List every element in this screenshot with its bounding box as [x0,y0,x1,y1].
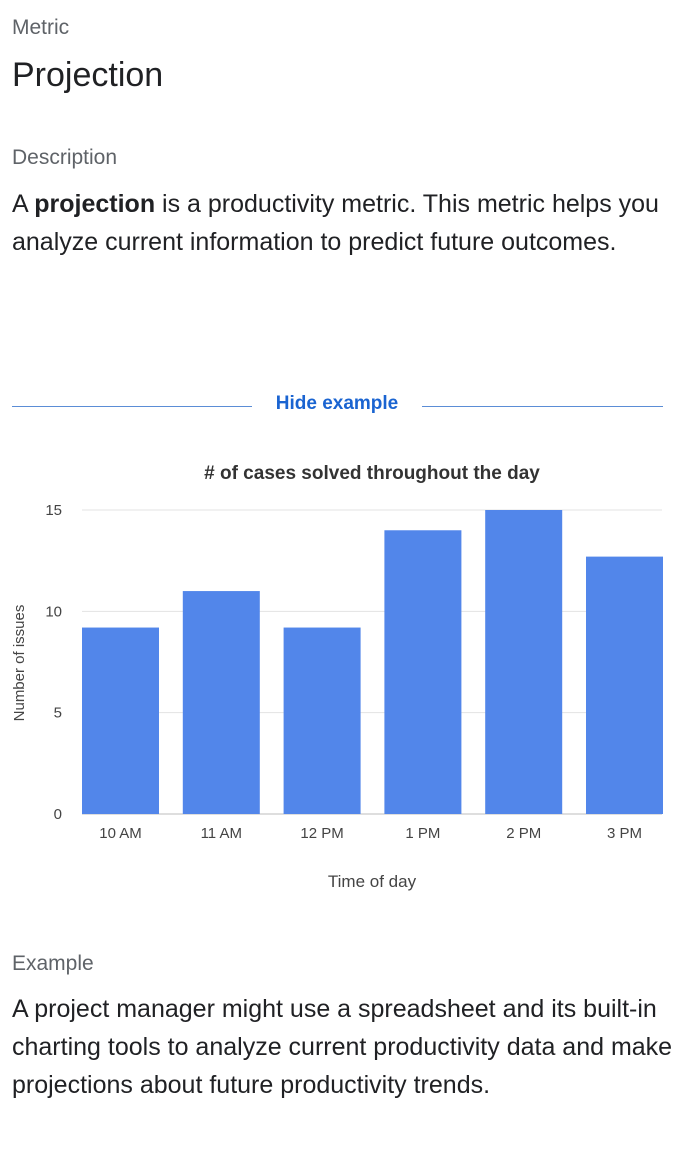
bar [182,591,260,814]
description-text: A projection is a productivity metric. T… [12,185,662,261]
example-label: Example [12,952,94,975]
example-text: A project manager might use a spreadshee… [12,995,673,1099]
description-label: Description [12,146,118,169]
x-tick-label: 10 AM [99,825,142,842]
divider-right [422,406,663,407]
x-tick-label: 3 PM [607,825,642,842]
metric-label: Metric [12,16,70,39]
bar [485,510,563,814]
y-tick-label: 0 [54,806,62,823]
y-tick-label: 5 [54,705,62,722]
chart-gridlines [82,509,662,815]
x-axis-label: Time of day [328,872,417,891]
chart-title: # of cases solved throughout the day [204,463,540,484]
bar [586,556,663,814]
y-tick-label: 15 [45,502,62,519]
bar [82,627,159,814]
x-tick-label: 11 AM [201,825,242,842]
metric-title: Projection [12,56,164,94]
bar-chart: # of cases solved throughout the day 0 5 1… [11,463,663,891]
x-tick-label: 12 PM [300,825,343,842]
description-prefix: A [12,190,35,218]
description-suffix: is a productivity metric. This metric he… [12,190,659,256]
description-bold-term: projection [34,190,156,218]
y-tick-label: 10 [45,603,62,620]
chart-bars [82,510,663,814]
bar [283,627,361,814]
x-tick-label: 2 PM [506,825,541,842]
bar [384,530,462,814]
y-axis-label: Number of issues [11,605,28,722]
chart-y-ticks: 0 5 10 15 [45,502,62,823]
hide-example-button[interactable]: Hide example [275,393,399,414]
chart-x-ticks: 10 AM 11 AM 12 PM 1 PM 2 PM 3 PM [99,825,642,842]
divider-left [12,406,252,407]
x-tick-label: 1 PM [405,825,440,842]
